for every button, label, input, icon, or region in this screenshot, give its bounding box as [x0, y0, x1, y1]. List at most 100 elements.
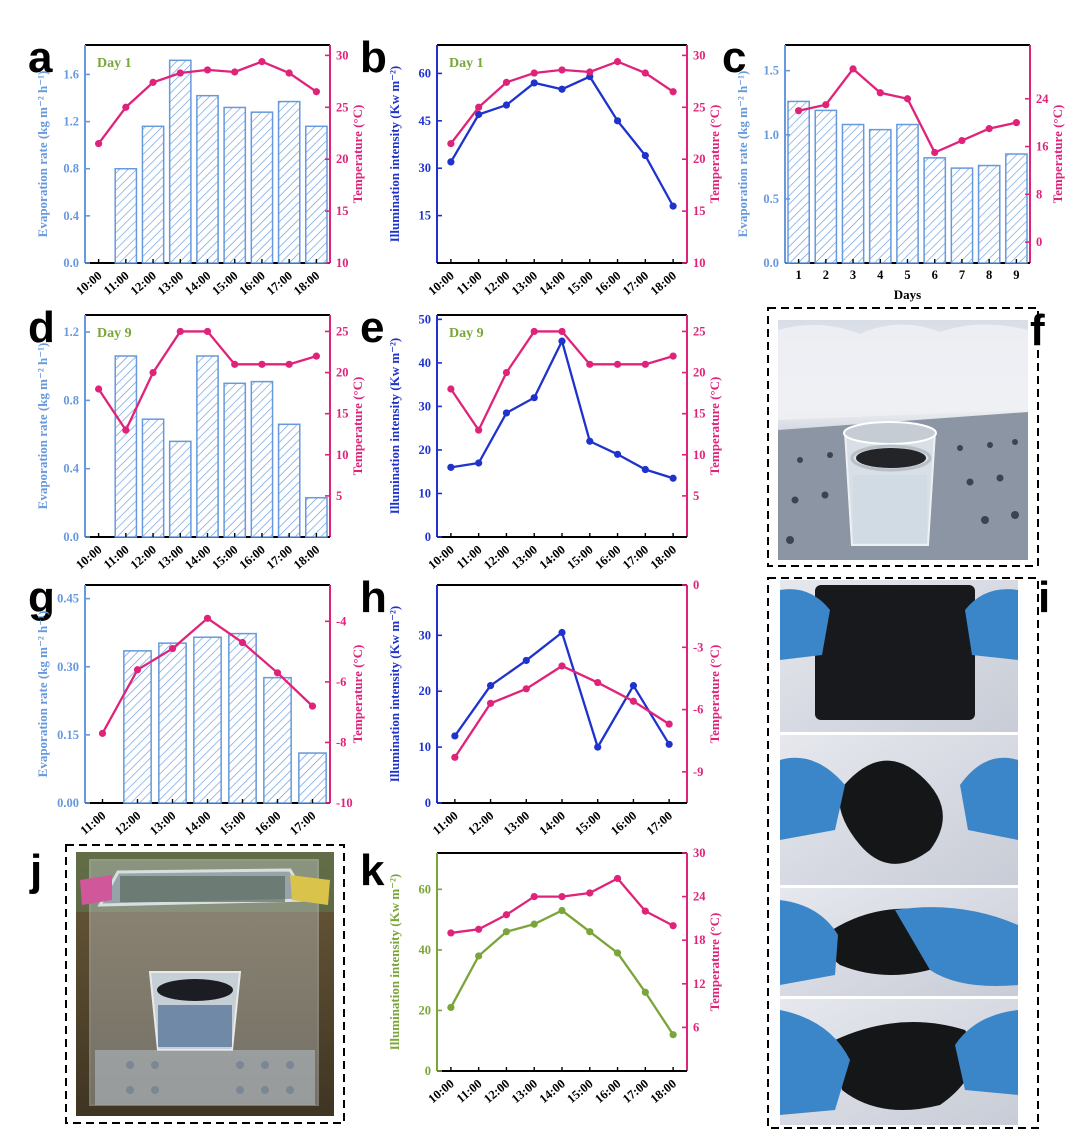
xtick-label-b-2: 12:00 [481, 269, 512, 298]
point-a-1-7 [285, 69, 293, 77]
y2label-k: Temperature (°C) [707, 913, 722, 1012]
xtick-label-d-5: 15:00 [209, 543, 240, 572]
bar-a-2 [141, 125, 165, 264]
point-h-0-4 [594, 743, 602, 751]
xtick-label-h-5: 16:00 [608, 809, 639, 838]
y2tick-label-b-0: 10 [693, 256, 706, 270]
point-g-1-0 [98, 729, 107, 737]
y2tick-label-d-4: 25 [336, 324, 349, 338]
chart-b: 15 30 45 60 10 15 20 25 30 10:0011:0012:0013:0014… [387, 44, 722, 298]
xtick-label-h-6: 17:00 [644, 809, 675, 838]
ytick-label-d-0: 0.0 [63, 530, 79, 544]
point-g-1-6 [308, 702, 317, 710]
bar-g-3 [193, 636, 222, 804]
y2tick-label-a-2: 20 [336, 152, 349, 166]
ytick-label-c-0: 0.0 [763, 256, 779, 270]
xtick-label-h-4: 15:00 [572, 809, 603, 838]
panel-label-a: a [28, 33, 53, 82]
series-line-h-temperature [453, 664, 670, 758]
point-d-1-6 [258, 360, 266, 368]
xtick-label-h-1: 12:00 [465, 809, 496, 838]
xtick-label-k-6: 16:00 [592, 1077, 623, 1106]
point-d-1-3 [176, 327, 184, 336]
ytick-label-g-3: 0.45 [57, 592, 79, 606]
xtick-label-k-7: 17:00 [620, 1077, 651, 1106]
point-g-1-4 [238, 638, 247, 647]
point-e-0-1 [475, 459, 483, 467]
point-d-1-5 [231, 360, 239, 368]
bar-d-8 [305, 496, 328, 538]
point-b-0-3 [530, 79, 538, 87]
bar-g-4 [228, 632, 257, 804]
ytick-label-h-1: 10 [419, 740, 432, 754]
photo-f-beaker-on-snow [767, 307, 1039, 567]
point-a-1-4 [203, 66, 212, 74]
ylabel-d: Evaporation rate (kg m⁻² h⁻¹) [35, 343, 50, 510]
xtick-label-b-3: 13:00 [509, 269, 540, 298]
chart-d: 0.0 0.4 0.8 1.2 5 10 15 20 25 10:0011:0012:0013:0… [35, 314, 365, 572]
point-h-0-3 [558, 628, 566, 637]
xtick-label-g-0: 11:00 [78, 809, 109, 838]
point-h-0-6 [665, 740, 673, 748]
ytick-label-a-0: 0.0 [63, 256, 79, 270]
xtick-label-g-2: 13:00 [147, 809, 178, 838]
panel-label-i: i [1038, 573, 1050, 622]
ytick-label-e-2: 20 [419, 443, 432, 457]
panel-label-b: b [360, 33, 387, 82]
point-b-1-1 [475, 103, 483, 111]
bar-c-5 [923, 157, 947, 264]
point-k-1-4 [558, 893, 566, 901]
series-line-h-primary [453, 630, 671, 750]
xtick-label-e-4: 14:00 [537, 543, 568, 572]
point-h-1-6 [665, 720, 673, 728]
point-b-1-0 [447, 140, 455, 148]
point-b-0-8 [669, 202, 677, 210]
xtick-label-d-7: 17:00 [264, 543, 295, 572]
bar-c-8 [1005, 153, 1028, 264]
xtick-label-b-4: 14:00 [537, 269, 568, 298]
bar-d-6 [250, 380, 274, 538]
point-e-0-8 [669, 474, 677, 482]
y2label-d: Temperature (°C) [350, 377, 365, 476]
point-c-1-3 [876, 89, 884, 97]
xtick-label-a-5: 15:00 [209, 269, 240, 298]
day-annotation-d: Day 9 [97, 326, 132, 341]
point-k-0-3 [530, 920, 538, 928]
ytick-label-d-3: 1.2 [63, 325, 79, 339]
point-b-0-0 [447, 158, 455, 166]
point-g-1-1 [133, 666, 142, 674]
point-h-1-1 [486, 699, 495, 707]
bar-c-4 [896, 123, 919, 264]
point-a-1-1 [122, 103, 130, 111]
ytick-label-g-0: 0.00 [57, 796, 79, 810]
point-d-1-1 [122, 426, 130, 434]
bar-d-3 [168, 440, 192, 538]
ytick-label-b-1: 30 [419, 161, 432, 175]
ylabel-e: Illumination intensity (Kw m⁻²) [387, 338, 402, 515]
point-k-1-1 [475, 925, 483, 933]
ytick-label-g-2: 0.30 [57, 660, 79, 674]
ytick-label-a-2: 0.8 [63, 162, 79, 176]
photo-j-evaporation-device [65, 844, 345, 1124]
ytick-label-b-0: 15 [419, 209, 432, 223]
series-line-e-primary [450, 337, 674, 480]
point-k-0-6 [613, 949, 622, 957]
series-line-k-primary [449, 909, 675, 1036]
panel-label-h: h [360, 573, 387, 622]
panel-label-g: g [28, 573, 55, 622]
point-k-0-8 [669, 1031, 677, 1039]
xtick-label-b-7: 17:00 [620, 269, 651, 298]
point-b-1-4 [558, 66, 566, 74]
bar-a-6 [250, 111, 274, 264]
ytick-label-g-1: 0.15 [57, 728, 79, 742]
point-c-1-0 [795, 107, 803, 115]
point-e-0-0 [447, 463, 455, 471]
ytick-label-e-0: 0 [425, 530, 431, 544]
chart-a: 0.0 0.4 0.8 1.2 1.6 10 15 20 25 30 10:0011:0012:00… [35, 44, 365, 298]
point-g-1-3 [203, 614, 212, 622]
xtick-label-a-8: 18:00 [291, 269, 322, 298]
point-d-1-4 [203, 327, 212, 336]
point-k-1-5 [586, 889, 594, 897]
ytick-label-e-4: 40 [419, 356, 432, 370]
y2tick-label-k-4: 30 [693, 846, 706, 860]
